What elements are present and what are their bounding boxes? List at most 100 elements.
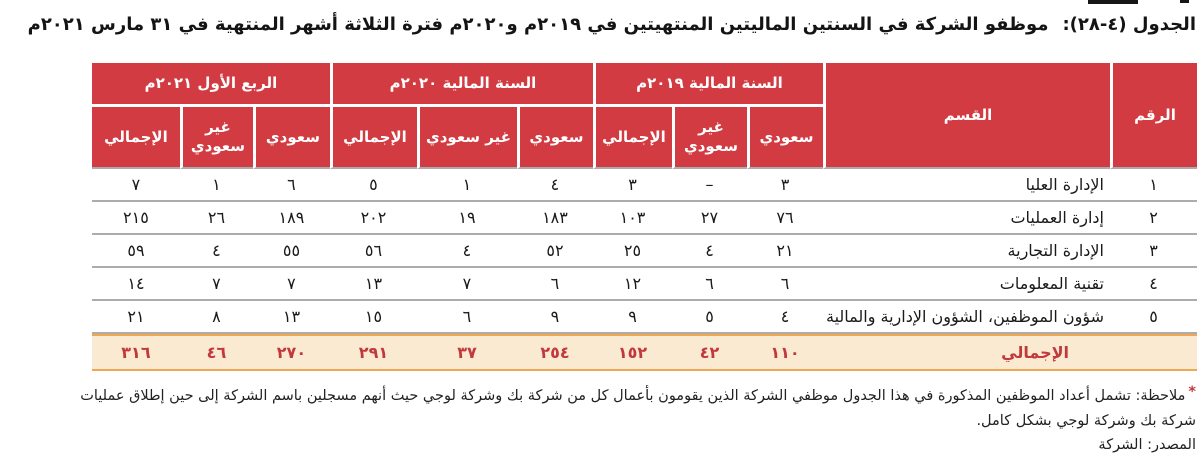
header-fy2019-saudi: سعودي	[747, 107, 823, 169]
cell-fy2020-total: ١٣	[329, 268, 417, 301]
cell-fy2019-non-saudi: –	[672, 169, 747, 202]
header-fy2019-non-saudi: غير سعودي	[672, 107, 747, 169]
page-crop-artifact	[1088, 0, 1138, 4]
footnote: *ملاحظة: تشمل أعداد الموظفين المذكورة في…	[52, 380, 1196, 434]
cell-q1-2021-saudi: ٥٥	[252, 235, 330, 268]
cell-q1-2021-total: ٢١	[91, 301, 180, 334]
total-fy2019-non-saudi: ٤٢	[672, 334, 747, 371]
header-q1-2021: الربع الأول ٢٠٢١م	[91, 63, 330, 107]
cell-q1-2021-non-saudi: ٧	[179, 268, 253, 301]
header-fy2020-non-saudi: غير سعودي	[416, 107, 517, 169]
cell-department: الإدارة التجارية	[823, 235, 1110, 268]
cell-department: إدارة العمليات	[823, 202, 1110, 235]
footnote-text: ملاحظة: تشمل أعداد الموظفين المذكورة في …	[80, 388, 1196, 429]
cell-q1-2021-saudi: ١٣	[252, 301, 330, 334]
cell-q1-2021-total: ٧	[91, 169, 180, 202]
cell-department: تقنية المعلومات	[823, 268, 1110, 301]
cell-q1-2021-total: ٢١٥	[91, 202, 180, 235]
header-department: القسم	[823, 63, 1110, 169]
cell-fy2019-total: ٢٥	[592, 235, 672, 268]
cell-q1-2021-non-saudi: ٤	[179, 235, 253, 268]
table-row: ٤ تقنية المعلومات ٦ ٦ ١٢ ٦ ٧ ١٣ ٧ ٧ ١٤	[91, 268, 1197, 301]
header-number: الرقم	[1110, 63, 1197, 169]
cell-fy2020-total: ٢٠٢	[329, 202, 417, 235]
cell-fy2019-saudi: ٣	[747, 169, 823, 202]
header-fy2019: السنة المالية ٢٠١٩م	[592, 63, 823, 107]
cell-fy2019-saudi: ٢١	[747, 235, 823, 268]
total-q1-2021-total: ٣١٦	[91, 334, 180, 371]
total-fy2020-non-saudi: ٣٧	[416, 334, 517, 371]
table-title-text: موظفو الشركة في السنتين الماليتين المنته…	[27, 14, 1049, 35]
cell-fy2019-total: ١٠٣	[592, 202, 672, 235]
cell-q1-2021-saudi: ٦	[252, 169, 330, 202]
cell-fy2020-total: ١٥	[329, 301, 417, 334]
table-row: ١ الإدارة العليا ٣ – ٣ ٤ ١ ٥ ٦ ١ ٧	[91, 169, 1197, 202]
header-q1-2021-total: الإجمالي	[91, 107, 180, 169]
total-fy2019-saudi: ١١٠	[747, 334, 823, 371]
cell-q1-2021-non-saudi: ٢٦	[179, 202, 253, 235]
cell-fy2020-total: ٥	[329, 169, 417, 202]
cell-fy2020-saudi: ٤	[516, 169, 593, 202]
cell-fy2020-saudi: ٦	[516, 268, 593, 301]
table-title-label: الجدول (٤-٢٨):	[1062, 14, 1196, 35]
cell-fy2020-non-saudi: ١٩	[416, 202, 517, 235]
source-line: المصدر: الشركة	[1098, 437, 1196, 453]
table-row: ٣ الإدارة التجارية ٢١ ٤ ٢٥ ٥٢ ٤ ٥٦ ٥٥ ٤ …	[91, 235, 1197, 268]
total-fy2020-saudi: ٢٥٤	[516, 334, 593, 371]
total-fy2019-total: ١٥٢	[592, 334, 672, 371]
header-q1-2021-non-saudi: غير سعودي	[179, 107, 253, 169]
cell-q1-2021-saudi: ٧	[252, 268, 330, 301]
cell-fy2019-total: ٩	[592, 301, 672, 334]
cell-q1-2021-total: ١٤	[91, 268, 180, 301]
table-total-row: الإجمالي ١١٠ ٤٢ ١٥٢ ٢٥٤ ٣٧ ٢٩١ ٢٧٠ ٤٦ ٣١…	[91, 334, 1197, 371]
total-fy2020-total: ٢٩١	[329, 334, 417, 371]
employees-table: الرقم القسم السنة المالية ٢٠١٩م السنة ال…	[91, 63, 1197, 371]
cell-row-number: ٤	[1110, 268, 1197, 301]
cell-fy2020-non-saudi: ١	[416, 169, 517, 202]
cell-fy2020-non-saudi: ٤	[416, 235, 517, 268]
cell-fy2020-non-saudi: ٦	[416, 301, 517, 334]
header-fy2020-saudi: سعودي	[516, 107, 593, 169]
cell-q1-2021-total: ٥٩	[91, 235, 180, 268]
footnote-asterisk: *	[1188, 384, 1196, 400]
table-header-group-row: الرقم القسم السنة المالية ٢٠١٩م السنة ال…	[91, 63, 1197, 169]
cell-department: شؤون الموظفين، الشؤون الإدارية والمالية	[823, 301, 1110, 334]
cell-department: الإدارة العليا	[823, 169, 1110, 202]
table-title: الجدول (٤-٢٨): موظفو الشركة في السنتين ال…	[28, 14, 1196, 35]
table-row: ٥ شؤون الموظفين، الشؤون الإدارية والمالي…	[91, 301, 1197, 334]
total-q1-2021-saudi: ٢٧٠	[252, 334, 330, 371]
table-row: ٢ إدارة العمليات ٧٦ ٢٧ ١٠٣ ١٨٣ ١٩ ٢٠٢ ١٨…	[91, 202, 1197, 235]
total-q1-2021-non-saudi: ٤٦	[179, 334, 253, 371]
cell-fy2020-saudi: ٥٢	[516, 235, 593, 268]
cell-fy2019-non-saudi: ٥	[672, 301, 747, 334]
cell-fy2019-non-saudi: ٢٧	[672, 202, 747, 235]
cell-fy2020-total: ٥٦	[329, 235, 417, 268]
cell-fy2019-non-saudi: ٦	[672, 268, 747, 301]
table-header-sub-row: سعودي غير سعودي الإجمالي سعودي غير سعودي…	[91, 107, 1197, 169]
header-q1-2021-saudi: سعودي	[252, 107, 330, 169]
cell-fy2019-saudi: ٧٦	[747, 202, 823, 235]
cell-row-number: ٥	[1110, 301, 1197, 334]
cell-fy2019-total: ٣	[592, 169, 672, 202]
header-fy2019-total: الإجمالي	[592, 107, 672, 169]
cell-fy2019-saudi: ٤	[747, 301, 823, 334]
total-label: الإجمالي	[823, 334, 1197, 371]
cell-fy2020-non-saudi: ٧	[416, 268, 517, 301]
cell-q1-2021-saudi: ١٨٩	[252, 202, 330, 235]
cell-row-number: ٢	[1110, 202, 1197, 235]
cell-q1-2021-non-saudi: ١	[179, 169, 253, 202]
cell-fy2019-non-saudi: ٤	[672, 235, 747, 268]
cell-row-number: ٣	[1110, 235, 1197, 268]
page-crop-artifact	[1180, 0, 1189, 3]
cell-fy2020-saudi: ٩	[516, 301, 593, 334]
cell-fy2019-saudi: ٦	[747, 268, 823, 301]
table-header: الرقم القسم السنة المالية ٢٠١٩م السنة ال…	[91, 63, 1197, 169]
cell-row-number: ١	[1110, 169, 1197, 202]
header-fy2020: السنة المالية ٢٠٢٠م	[329, 63, 593, 107]
cell-fy2020-saudi: ١٨٣	[516, 202, 593, 235]
header-fy2020-total: الإجمالي	[329, 107, 417, 169]
table-body: ١ الإدارة العليا ٣ – ٣ ٤ ١ ٥ ٦ ١ ٧ ٢ إدا…	[91, 169, 1197, 371]
cell-q1-2021-non-saudi: ٨	[179, 301, 253, 334]
cell-fy2019-total: ١٢	[592, 268, 672, 301]
